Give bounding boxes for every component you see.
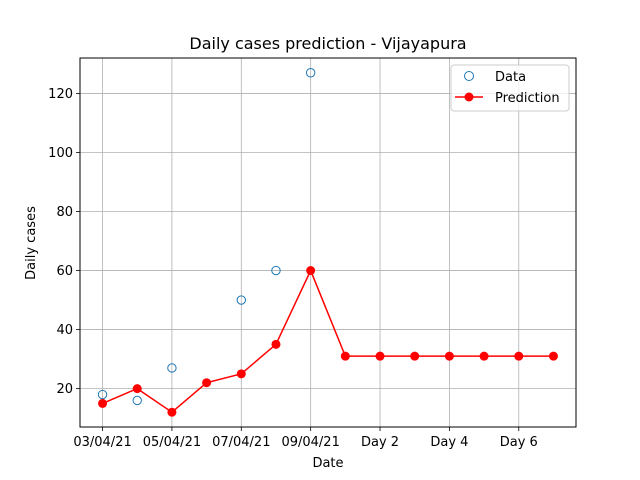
plot-area	[79, 57, 577, 428]
y-tick-label: 80	[56, 205, 73, 220]
series-layer	[97, 68, 558, 417]
data-point	[305, 68, 316, 78]
prediction-point	[271, 339, 281, 349]
legend-prediction-marker	[464, 92, 474, 102]
data-point	[167, 363, 177, 373]
prediction-line	[102, 268, 554, 414]
legend-data-label: Data	[495, 70, 526, 85]
legend-prediction-label: Prediction	[495, 91, 560, 106]
prediction-point	[514, 351, 524, 361]
x-axis-label: Date	[312, 456, 343, 471]
x-tick-label: 07/04/21	[212, 435, 270, 450]
grid	[80, 58, 576, 427]
prediction-point	[340, 351, 350, 361]
prediction-point	[444, 351, 454, 361]
legend-data-marker	[464, 71, 474, 81]
y-tick-label: 20	[56, 382, 73, 397]
y-tick-label: 100	[48, 146, 73, 161]
chart-title: Daily cases prediction - Vijayapura	[189, 34, 466, 53]
prediction-point	[306, 266, 316, 276]
prediction-point	[236, 369, 246, 379]
prediction-point	[548, 351, 558, 361]
legend-box	[450, 64, 570, 112]
y-tick-label: 60	[56, 264, 73, 279]
y-axis-label: Daily cases	[24, 206, 39, 280]
prediction-point	[167, 407, 177, 417]
y-tick-label: 120	[48, 87, 73, 102]
x-tick-label: Day 4	[430, 435, 468, 450]
data-point	[236, 295, 246, 305]
x-tick-label: 05/04/21	[143, 435, 201, 450]
data-point	[132, 395, 142, 406]
prediction-point	[132, 384, 142, 394]
data-point	[97, 389, 108, 400]
prediction-point	[479, 351, 489, 361]
x-tick-label: 03/04/21	[73, 435, 131, 450]
prediction-point	[410, 351, 420, 361]
x-tick-label: 09/04/21	[281, 435, 339, 450]
x-tick-label: Day 2	[361, 435, 399, 450]
x-axis: 03/04/21 05/04/21 07/04/21 09/04/21 Day 2 Day…	[73, 427, 538, 450]
x-tick-label: Day 6	[500, 435, 538, 450]
y-tick-label: 40	[56, 323, 73, 338]
data-point	[271, 265, 281, 276]
prediction-point	[375, 351, 385, 361]
y-axis: 20 40 60 80 100 120	[48, 87, 80, 397]
legend: Data Prediction	[450, 64, 570, 112]
prediction-point	[202, 378, 212, 388]
prediction-point	[98, 398, 108, 408]
